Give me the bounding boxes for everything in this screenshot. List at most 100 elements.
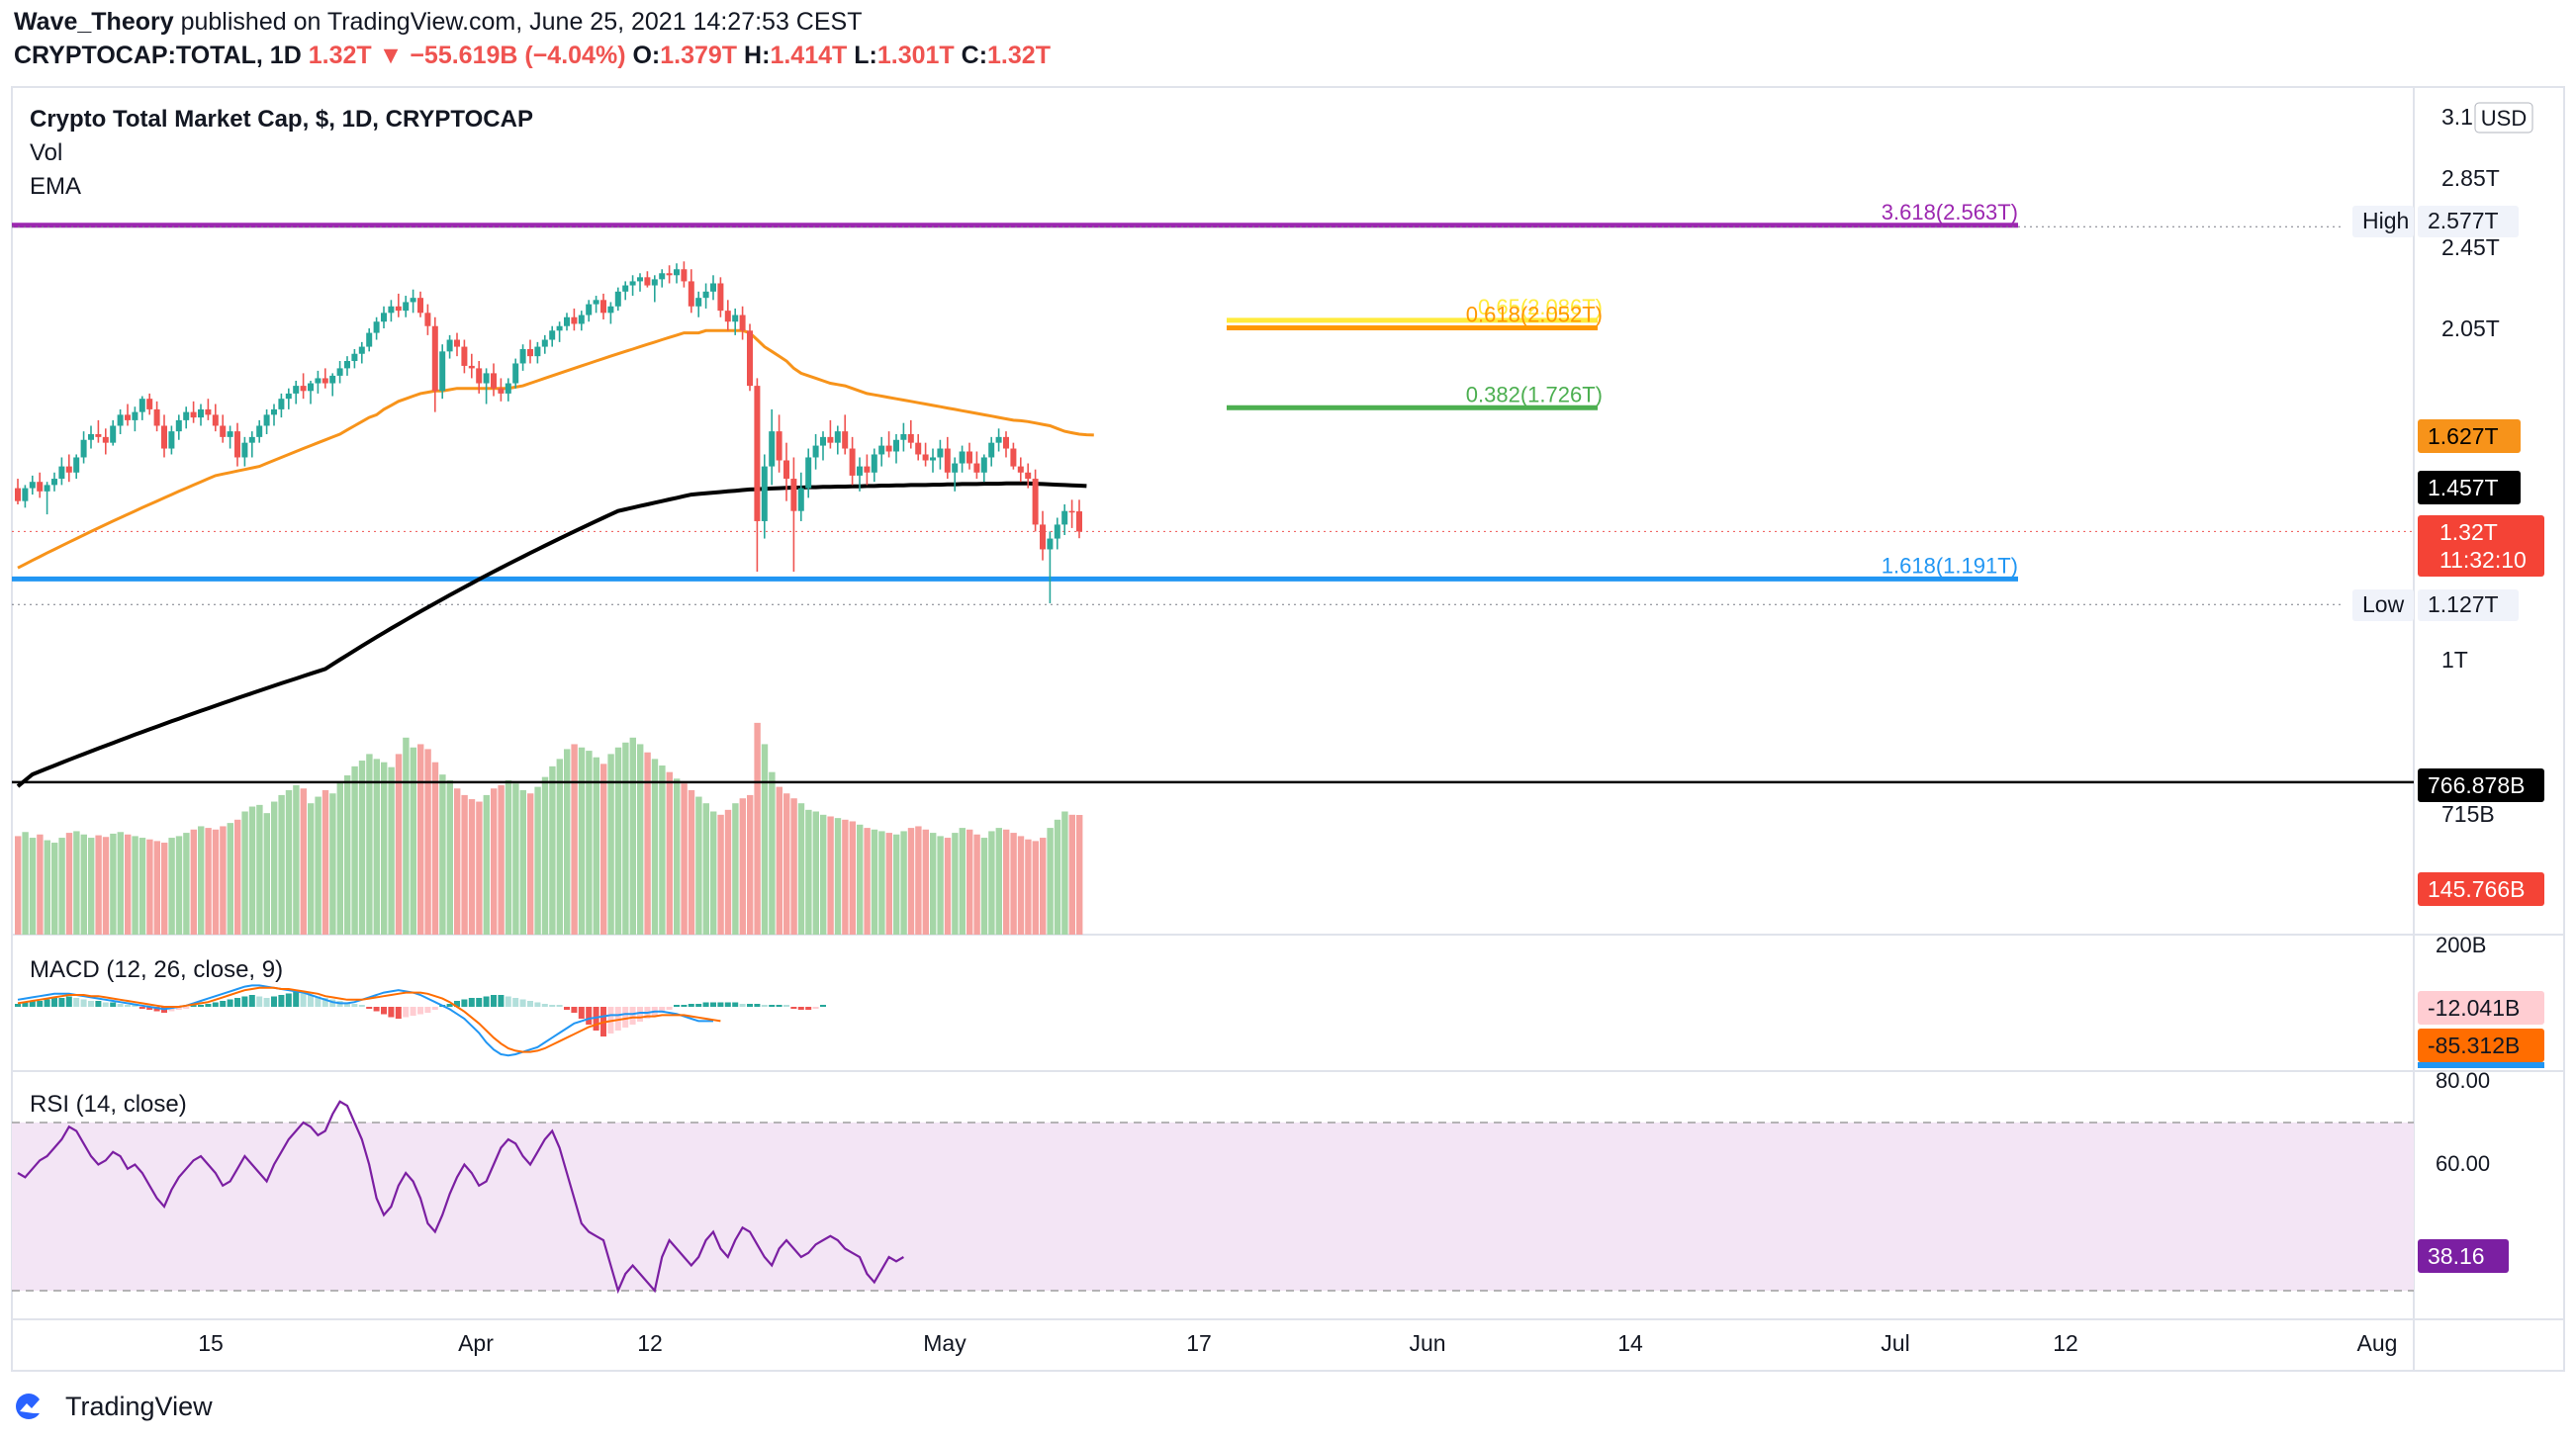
macd-histogram-bar [212,1002,219,1007]
rsi-title[interactable]: RSI (14, close) [30,1091,187,1118]
volume-bar [498,784,505,935]
price-axis-tick: 715B [2441,801,2495,827]
candle-body [776,431,782,461]
macd-histogram-bar [614,1007,621,1031]
candle-body [336,368,343,376]
candle-body [790,479,797,511]
candle-body [110,425,117,443]
candle-body [980,457,987,473]
candle-body [878,445,885,455]
fib-level-label: 0.382(1.726T) [1466,382,1603,406]
macd-histogram-bar [424,1007,431,1013]
macd-histogram-bar [622,1007,629,1028]
tradingview-footer[interactable]: TradingView [14,1387,213,1426]
volume-bar [747,794,754,935]
macd-histogram-bar [65,996,72,1007]
candle-body [519,348,526,364]
volume-bar [527,793,534,935]
candle-body [183,411,190,420]
macd-histogram-bar [476,998,483,1007]
volume-bar [461,794,468,935]
candle-body [146,399,153,409]
candle-body [256,425,263,437]
ema-slow-tag-box [2418,471,2521,504]
axes: 3.12.85T2.45T2.05T1T840B715BUSD15Apr12Ma… [198,102,2533,1356]
time-axis-tick: Apr [458,1330,494,1356]
volume-bar [381,762,388,935]
volume-bar [403,737,410,935]
high-label-box [2352,206,2414,237]
macd-histogram-bar [769,1005,776,1007]
tradingview-logo-icon [16,1394,51,1419]
fib-level-label: 3.618(2.563T) [1882,200,2018,225]
high-value-box [2418,206,2519,237]
candle-body [198,408,204,418]
candle-body [227,431,233,437]
volume-bar [388,766,395,935]
volume-bar [754,722,761,935]
horizontal-line-tag: 766.878B [2428,772,2525,798]
volume-bar [724,809,732,935]
candle-body [885,445,892,452]
volume-bar [65,833,73,935]
volume-bar [871,829,878,935]
candle-body [461,346,468,366]
volume-bar [293,784,300,935]
macd-histogram-bar [190,1005,197,1007]
volume-bar [491,788,498,935]
macd-histogram-bar [322,998,328,1007]
macd-histogram-bar [168,1007,175,1012]
candle-body [629,281,636,286]
legend-vol[interactable]: Vol [30,139,62,166]
candle-body [358,346,365,354]
countdown-tag: 11:32:10 [2439,547,2527,573]
macd-histogram-bar [285,993,292,1007]
candle-body [1003,436,1009,449]
candle-body [564,316,570,326]
macd-histogram-bar [73,998,80,1007]
volume-bar [600,764,607,935]
macd-title[interactable]: MACD (12, 26, close, 9) [30,956,283,983]
volume-bar [483,794,490,935]
candle-body [534,346,541,357]
volume-bar [175,836,183,935]
candle-body [1054,524,1060,539]
volume-bar [980,838,988,935]
candle-body [842,431,849,449]
macd-histogram-bar [198,1005,204,1007]
author-name[interactable]: Wave_Theory [14,8,174,36]
low-label: L: [854,42,877,69]
close-value: 1.32T [987,42,1051,69]
open-label: O: [632,42,661,69]
volume-bar [366,754,373,935]
candle-body [644,277,651,286]
volume-bar [907,828,915,935]
candle-body [527,348,533,357]
candle-body [15,488,21,501]
volume-bar [674,778,681,935]
signal-line [17,986,721,1053]
macd-histogram-bar [461,999,468,1007]
macd-histogram-bar [146,1007,153,1010]
candle-body [344,361,350,369]
macd-histogram-bar [498,995,505,1007]
down-arrow-icon: ▼ [378,42,404,69]
volume-bar [937,836,944,935]
candle-body [834,431,841,443]
macd-histogram-bar [80,999,87,1007]
volume-bar [153,841,160,935]
symbol-label[interactable]: CRYPTOCAP:TOTAL, 1D [14,42,302,69]
candle-body [88,433,94,440]
volume-bar [776,786,782,935]
volume-bar [556,759,563,935]
time-axis-tick: Aug [2357,1330,2398,1356]
volume-bar [688,789,695,935]
candle-body [278,399,285,409]
last-price-box [2418,515,2544,577]
candle-body [190,411,197,418]
volume-bar [454,788,461,935]
candle-body [212,414,219,426]
candle-body [812,445,819,458]
legend-ema[interactable]: EMA [30,173,81,200]
